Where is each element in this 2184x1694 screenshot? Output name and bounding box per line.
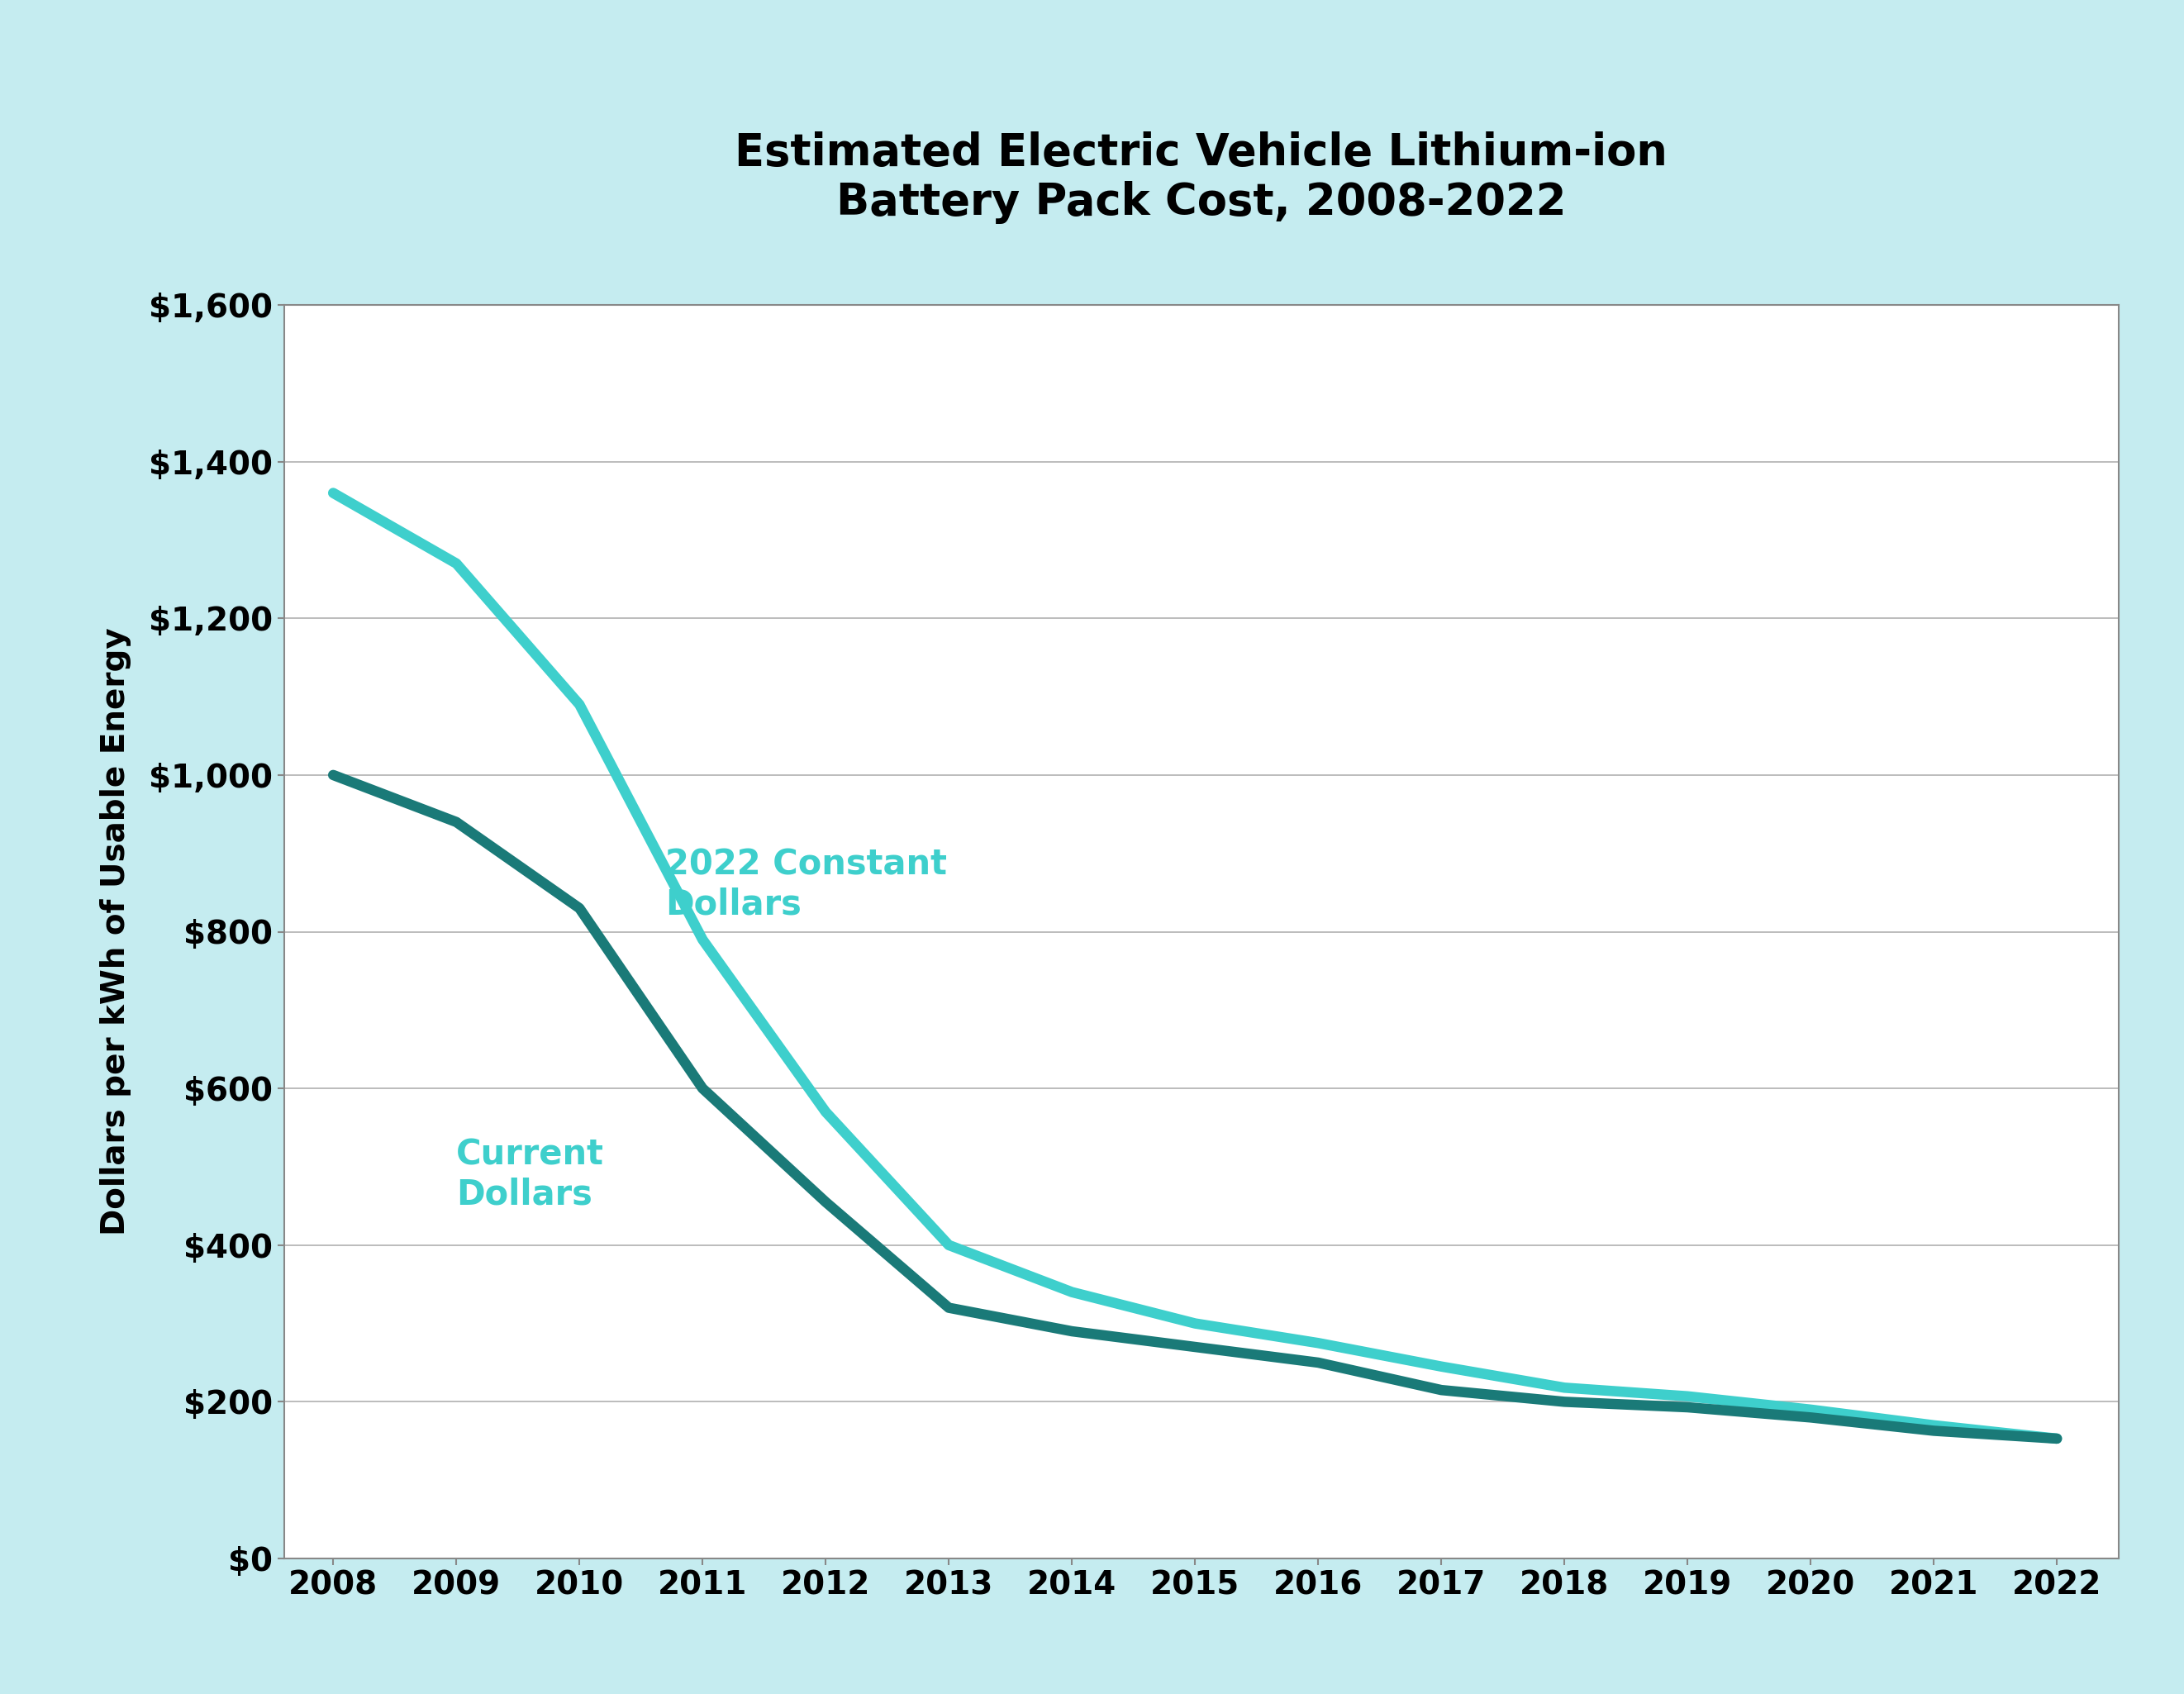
Text: 2022 Constant
Dollars: 2022 Constant Dollars <box>666 847 948 922</box>
Y-axis label: Dollars per kWh of Usable Energy: Dollars per kWh of Usable Energy <box>100 628 131 1235</box>
Text: Estimated Electric Vehicle Lithium-ion
Battery Pack Cost, 2008-2022: Estimated Electric Vehicle Lithium-ion B… <box>734 132 1669 224</box>
Text: Current
Dollars: Current Dollars <box>456 1137 605 1211</box>
